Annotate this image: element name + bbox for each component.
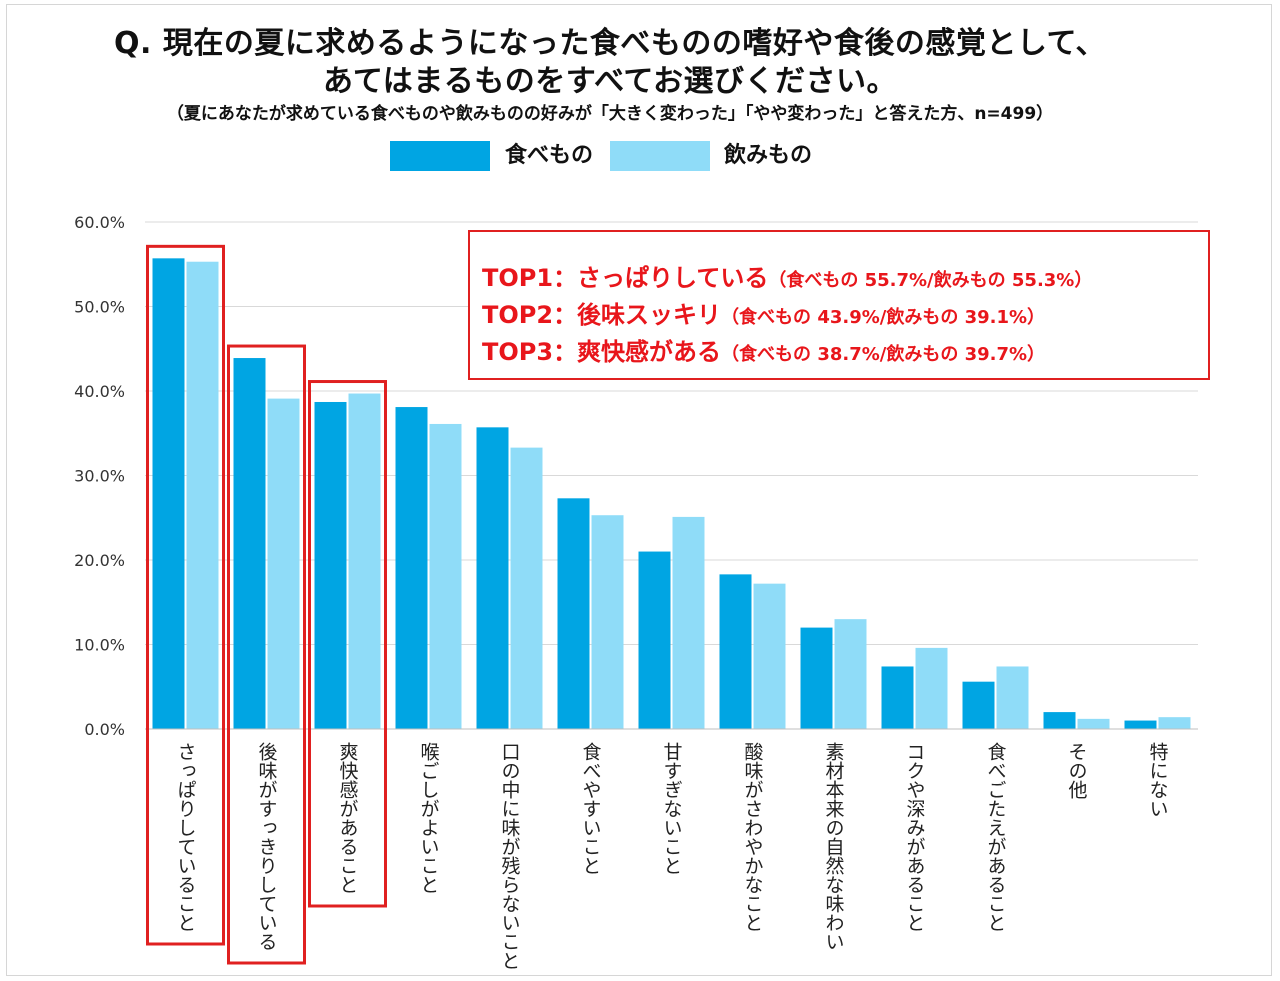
legend-swatch-food	[390, 141, 490, 171]
bar-food	[152, 258, 185, 729]
chart-subtitle: （夏にあなたが求めている食べものや飲みものの好みが「大きく変わった」「やや変わっ…	[166, 104, 1054, 124]
callout-top2-detail: （食べもの 43.9%/飲みもの 39.1%）	[721, 307, 1046, 328]
bar-drink	[510, 447, 543, 729]
x-category-label: さっぱりしていること	[175, 742, 197, 932]
x-category-label: 特にない	[1147, 742, 1169, 818]
bar-food	[881, 666, 914, 729]
highlight-frame	[308, 380, 387, 908]
legend-swatch-drink	[610, 141, 710, 171]
callout-top1: TOP1：さっぱりしている（食べもの 55.7%/飲みもの 55.3%）	[482, 258, 1092, 293]
bar-drink	[753, 583, 786, 729]
highlight-frame	[227, 344, 306, 965]
callout-top3-main: TOP3：爽快感がある	[482, 338, 722, 366]
x-category-label: 食べやすいこと	[580, 742, 602, 875]
x-category-label: 爽快感があること	[337, 742, 359, 894]
bar-drink	[996, 666, 1029, 729]
x-category-label: 甘すぎないこと	[661, 742, 683, 875]
bar-food	[1124, 720, 1157, 729]
x-category-label: 食べごたえがあること	[985, 742, 1007, 932]
callout-top3-detail: （食べもの 38.7%/飲みもの 39.7%）	[721, 344, 1046, 365]
chart-title-line-1: Q. 現在の夏に求めるようになった食べものの嗜好や食後の感覚として、	[114, 26, 1106, 61]
x-category-label: 素材本来の自然な味わい	[823, 742, 845, 951]
bar-drink	[1158, 717, 1191, 729]
bar-food	[557, 498, 590, 729]
bar-drink	[834, 619, 867, 729]
legend-label-drink: 飲みもの	[724, 143, 813, 168]
chart-title-line-2: あてはまるものをすべてお選びください。	[322, 64, 898, 99]
x-category-label: 口の中に味が残らないこと	[499, 742, 521, 970]
bar-food	[719, 574, 752, 729]
bar-drink	[429, 423, 462, 729]
x-category-label: 後味がすっきりしている	[256, 742, 278, 951]
bar-food	[1043, 712, 1076, 729]
y-tick-label: 10.0%	[74, 636, 125, 655]
callout-top2-main: TOP2：後味スッキリ	[482, 301, 722, 329]
x-category-label: 喉ごしがよいこと	[418, 742, 440, 894]
bar-food	[962, 681, 995, 729]
y-tick-label: 60.0%	[74, 213, 125, 232]
x-category-label: コクや深みがあること	[904, 742, 926, 932]
bar-drink	[186, 261, 219, 729]
bar-food	[638, 551, 671, 729]
bar-food	[476, 427, 509, 729]
y-tick-label: 50.0%	[74, 298, 125, 317]
callout-top1-detail: （食べもの 55.7%/飲みもの 55.3%）	[768, 270, 1093, 291]
y-tick-label: 0.0%	[84, 720, 125, 739]
bar-drink	[1077, 718, 1110, 729]
bar-food	[800, 627, 833, 729]
bar-drink	[348, 393, 381, 729]
y-tick-label: 30.0%	[74, 467, 125, 486]
x-category-label: 酸味がさわやかなこと	[742, 742, 764, 932]
x-category-label: その他	[1066, 742, 1088, 799]
legend-label-food: 食べもの	[505, 143, 594, 168]
y-tick-label: 20.0%	[74, 551, 125, 570]
bar-drink	[915, 647, 948, 729]
bar-drink	[672, 516, 705, 729]
highlight-frame	[146, 244, 225, 946]
y-tick-label: 40.0%	[74, 382, 125, 401]
bar-food	[395, 407, 428, 729]
callout-top1-main: TOP1：さっぱりしている	[482, 264, 769, 292]
figure-frame	[6, 4, 1272, 976]
callout-top3: TOP3：爽快感がある（食べもの 38.7%/飲みもの 39.7%）	[482, 332, 1045, 367]
bar-drink	[267, 398, 300, 729]
bar-food	[314, 401, 347, 729]
top3-callout-box: TOP1：さっぱりしている（食べもの 55.7%/飲みもの 55.3%） TOP…	[468, 230, 1210, 380]
bar-food	[233, 358, 266, 729]
callout-top2: TOP2：後味スッキリ（食べもの 43.9%/飲みもの 39.1%）	[482, 295, 1045, 330]
bar-drink	[591, 515, 624, 729]
